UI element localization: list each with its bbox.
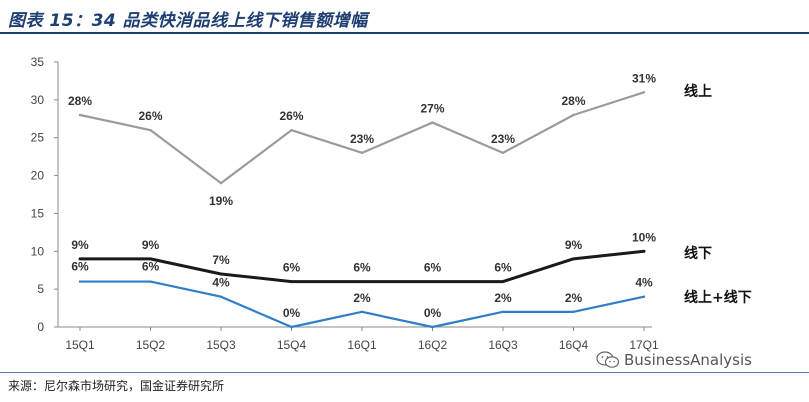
x-tick-label: 15Q1 [65, 338, 95, 352]
data-point [78, 257, 82, 261]
data-label: 6% [424, 261, 442, 275]
data-point [149, 128, 152, 132]
watermark-text: BusinessAnalysis [624, 351, 752, 369]
data-point [360, 310, 364, 314]
data-point [431, 325, 434, 329]
data-label: 6% [71, 260, 89, 274]
data-point [149, 280, 152, 283]
y-tick-label: 15 [31, 206, 45, 220]
line-chart: 0 5 10 15 20 25 30 35 15Q1 15Q2 15Q3 15Q4 16Q1 16Q2 16… [31, 55, 752, 352]
data-label: 2% [353, 291, 371, 305]
watermark: BusinessAnalysis [596, 351, 752, 369]
data-label: 19% [209, 194, 233, 208]
data-point [501, 280, 505, 283]
x-tick-label: 15Q3 [206, 338, 236, 352]
data-label: 27% [420, 102, 444, 116]
data-point [431, 280, 434, 283]
data-label: 9% [142, 238, 160, 252]
data-label: 6% [494, 261, 512, 275]
data-point [219, 272, 223, 276]
data-label: 23% [491, 132, 515, 146]
series-name-label: 线上+线下 [684, 289, 752, 306]
data-label: 0% [283, 306, 301, 320]
series-name-label: 线上 [684, 83, 712, 100]
data-label: 28% [561, 94, 585, 108]
data-label: 2% [565, 291, 583, 305]
footer-rule [0, 372, 809, 373]
data-point [572, 257, 575, 261]
data-point [501, 151, 505, 155]
data-label: 9% [71, 238, 89, 252]
data-point [431, 121, 434, 124]
data-label: 31% [632, 71, 656, 85]
x-tick-label: 16Q1 [347, 338, 377, 352]
y-tick-label: 30 [31, 93, 45, 107]
data-point [501, 310, 505, 314]
series-name-label: 线下 [684, 245, 712, 262]
data-point [290, 128, 293, 132]
figure-title: 图表 15：34 品类快消品线上线下销售额增幅 [8, 11, 368, 31]
data-point [642, 250, 646, 253]
data-point [572, 113, 575, 117]
x-tick-label: 16Q2 [418, 338, 448, 352]
data-point [290, 325, 293, 329]
data-label: 7% [212, 253, 230, 267]
data-point [572, 310, 575, 314]
x-tick-label: 16Q3 [488, 338, 518, 352]
y-tick-label: 10 [31, 244, 45, 258]
y-tick-label: 20 [31, 169, 45, 183]
data-label: 4% [212, 276, 230, 290]
source-note: 来源：尼尔森市场研究，国金证券研究所 [8, 379, 225, 393]
data-label: 0% [424, 306, 442, 320]
data-label: 10% [632, 230, 656, 244]
data-label: 9% [565, 238, 583, 252]
data-label: 28% [68, 94, 92, 108]
title-rule [0, 32, 809, 34]
data-label: 2% [494, 291, 512, 305]
data-label: 26% [138, 109, 162, 123]
chart-axes: 0 5 10 15 20 25 30 35 15Q1 15Q2 15Q3 15Q4 16Q1 16Q2 16… [31, 55, 659, 352]
x-tick-label: 16Q4 [559, 338, 589, 352]
data-point [149, 257, 152, 261]
data-label: 6% [283, 261, 301, 275]
x-tick-label: 15Q4 [277, 338, 307, 352]
data-point [219, 181, 223, 185]
wechat-icon [596, 351, 620, 368]
x-tick-label: 15Q2 [136, 338, 166, 352]
y-tick-label: 35 [31, 55, 45, 69]
data-point [360, 151, 364, 155]
data-label: 4% [635, 276, 653, 290]
y-tick-label: 25 [31, 131, 45, 145]
data-point [219, 295, 223, 298]
data-label: 23% [350, 132, 374, 146]
data-point [78, 280, 82, 283]
data-point [642, 91, 646, 94]
data-point [360, 280, 364, 283]
series-layer [78, 91, 646, 329]
x-tick-label: 17Q1 [629, 338, 659, 352]
data-label: 26% [279, 109, 303, 123]
y-tick-label: 5 [37, 282, 44, 296]
data-label: 6% [142, 260, 160, 274]
data-label-layer: 28% 26% 19% 26% 23% 27% 23% 28% 31% 线上 9% 9% 7% 6% 6% 6… [68, 71, 752, 320]
data-point [290, 280, 293, 283]
data-point [78, 113, 82, 117]
y-tick-label: 0 [37, 320, 44, 334]
data-point [642, 295, 646, 298]
data-label: 6% [353, 261, 371, 275]
